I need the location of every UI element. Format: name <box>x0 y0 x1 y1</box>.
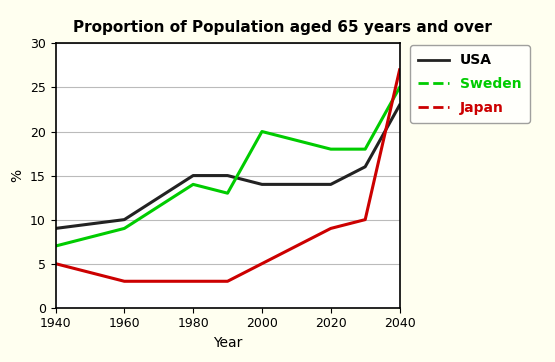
Legend: USA, Sweden, Japan: USA, Sweden, Japan <box>410 45 530 123</box>
Y-axis label: %: % <box>11 169 24 182</box>
Text: Proportion of Population aged 65 years and over: Proportion of Population aged 65 years a… <box>73 20 492 35</box>
X-axis label: Year: Year <box>213 336 242 350</box>
